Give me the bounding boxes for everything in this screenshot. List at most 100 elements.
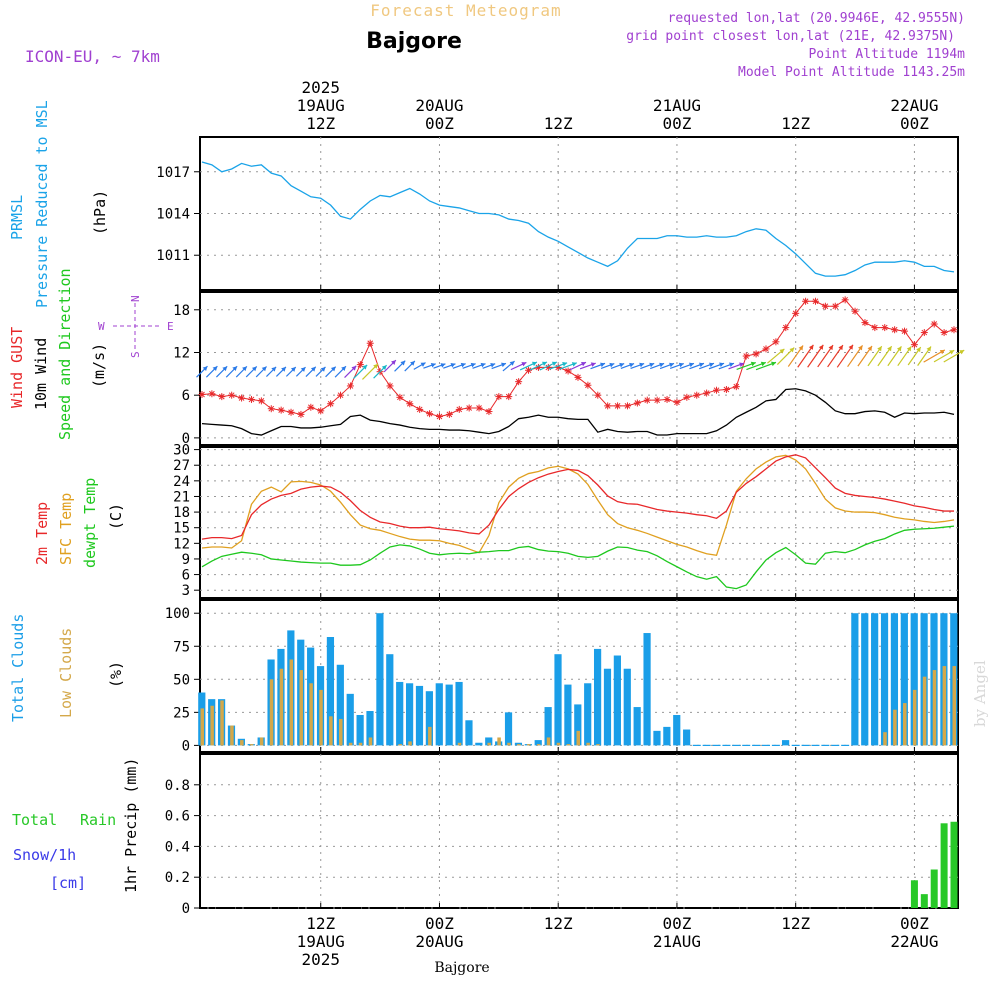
temp-2m-label: 2m Temp: [33, 502, 51, 565]
top-time-label: 00Z: [425, 114, 454, 133]
wind-arrow-head: [281, 366, 286, 372]
pressure-line: [201, 161, 955, 277]
wind-arrow-head: [906, 346, 912, 352]
gust-marker-d2: [357, 361, 364, 368]
low-cloud-bar: [200, 708, 204, 746]
gust-marker-d2: [951, 326, 957, 333]
bottom-time-label: 21AUG: [653, 932, 701, 951]
wind-arrow-head: [779, 348, 785, 354]
total-cloud-bar: [455, 681, 463, 746]
total-cloud-bar: [435, 683, 443, 746]
wind-arrow: [579, 362, 596, 370]
y-tick-label: 15: [173, 521, 190, 537]
model-label: ICON-EU, ~ 7km: [25, 47, 160, 66]
wind-arrow-head: [590, 362, 596, 367]
gust-marker-d2: [901, 328, 908, 334]
total-cloud-bar: [504, 712, 513, 746]
low-cloud-bar: [240, 740, 244, 746]
gust-marker-d2: [862, 319, 868, 326]
wind-arrow-head: [300, 367, 306, 372]
low-cloud-bar: [912, 689, 917, 746]
low-cloud-bar: [497, 737, 501, 746]
wind-arrow: [659, 362, 675, 370]
wind-arrow-head: [222, 366, 228, 372]
bottom-time-label: 00Z: [425, 914, 454, 933]
wind-arrow: [907, 346, 922, 366]
y-tick-label: 30: [173, 443, 190, 459]
wind-arrow-head: [896, 346, 902, 352]
wind-arrow-head: [916, 347, 921, 353]
wind-speed-line: [201, 388, 955, 436]
total-cloud-bar: [890, 613, 899, 746]
gust-marker-d2: [753, 351, 759, 357]
y-tick-label: 75: [173, 639, 190, 655]
wind-arrow: [404, 360, 416, 372]
gust-marker-d2: [822, 303, 829, 310]
top-time-label: 00Z: [900, 114, 929, 133]
wind-arrow-head: [351, 365, 357, 371]
wind-arrow-head: [689, 362, 694, 368]
wind-arrow-head: [848, 344, 854, 350]
low-cloud-bar: [457, 742, 462, 746]
wind-arrow-head: [251, 366, 257, 372]
low-cloud-bar: [210, 705, 214, 746]
total-cloud-bar: [653, 730, 661, 746]
chart-title: Forecast Meteogram: [370, 1, 561, 20]
total-cloud-bar: [910, 613, 918, 746]
gust-marker-d2: [337, 392, 344, 399]
rain-bar: [950, 821, 958, 908]
y-tick-label: 0.2: [165, 870, 190, 886]
wind-arrow: [640, 362, 655, 370]
gust-marker-d2: [486, 408, 492, 415]
wind-arrow: [776, 347, 795, 365]
low-cloud-bar: [586, 742, 590, 746]
wind-arrow: [650, 362, 665, 370]
wind-arrow: [767, 348, 785, 364]
low-cloud-bar: [883, 732, 887, 746]
requested-coords: requested lon,lat (20.9946E, 42.9555N): [668, 11, 965, 26]
wind-arrow-head: [271, 366, 277, 372]
low-cloud-bar: [289, 659, 294, 746]
wind-arrow: [943, 349, 965, 363]
gust-marker-d2: [525, 367, 532, 374]
gust-marker: [732, 383, 740, 391]
snow-label: Snow/1h: [13, 846, 76, 864]
wind-arrow: [315, 366, 326, 377]
wind-arrow: [305, 366, 317, 378]
y-tick-label: 0: [182, 738, 190, 754]
gust-marker: [643, 396, 651, 404]
total-cloud-bar: [613, 655, 621, 746]
gust-marker-d2: [782, 324, 789, 331]
y-tick-label: 1014: [156, 207, 190, 223]
wind-arrow-head: [771, 361, 776, 367]
gust-marker: [564, 367, 572, 375]
total-cloud-bar: [673, 714, 681, 746]
wind-arrow-head: [729, 362, 734, 368]
top-time-label: 19AUG: [297, 96, 345, 115]
low-cloud-bar: [903, 703, 907, 746]
y-tick-label: 0.8: [165, 778, 190, 794]
gust-marker: [683, 393, 691, 401]
total-cloud-bar: [633, 707, 641, 746]
y-tick-label: 9: [182, 552, 190, 568]
gust-marker-d2: [773, 338, 779, 345]
wind-arrow-head: [949, 350, 955, 355]
gust-marker-d2: [446, 411, 453, 418]
wind-arrow: [383, 359, 397, 373]
gust-marker-d2: [812, 298, 819, 305]
low-cloud-bar: [576, 730, 580, 746]
y-tick-label: 21: [173, 489, 190, 505]
dewpt-temp-label: dewpt Temp: [81, 478, 99, 568]
gust-marker: [445, 410, 453, 418]
low-cloud-bar: [230, 725, 234, 746]
wind-arrow: [755, 361, 777, 371]
wind-arrow-head: [362, 364, 368, 370]
wind-arrow-head: [678, 362, 684, 368]
wind-arrow: [472, 362, 486, 369]
gust-marker: [653, 396, 661, 404]
total-cloud-bar: [871, 613, 879, 746]
low-cloud-bar: [428, 726, 432, 746]
wind-arrow: [569, 361, 587, 371]
wind-arrow: [334, 365, 347, 378]
